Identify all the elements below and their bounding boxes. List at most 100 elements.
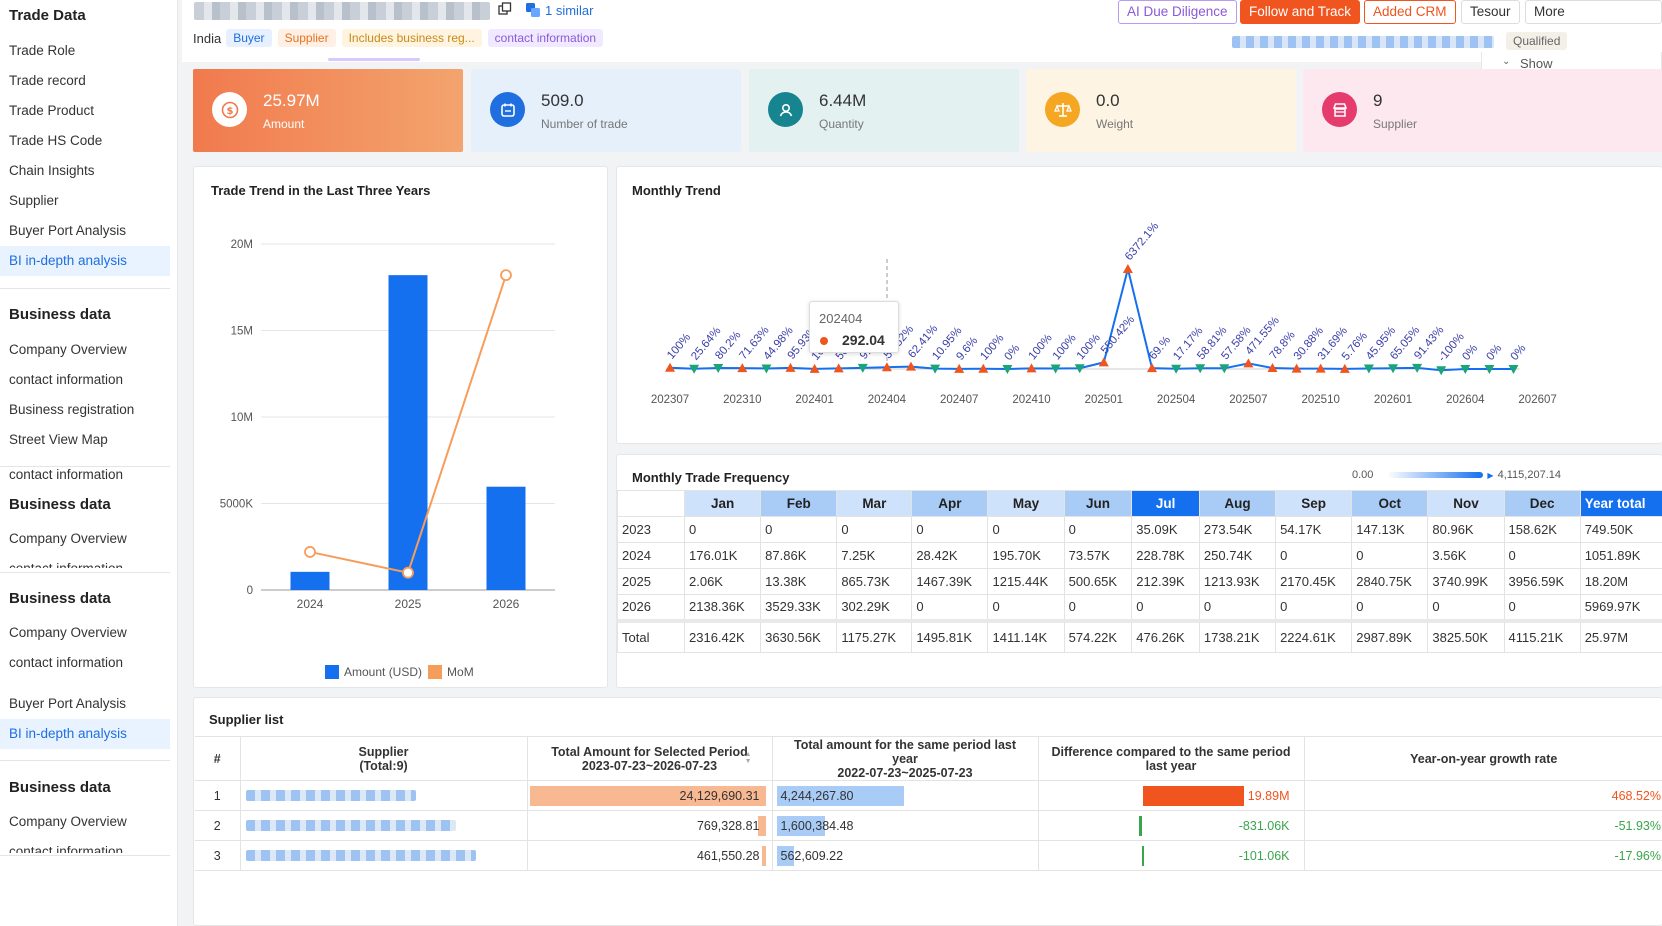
sidebar-item-trade-role[interactable]: Trade Role [9,43,76,58]
ai-due-diligence-button[interactable]: AI Due Diligence [1118,0,1237,24]
down-marker[interactable] [1436,366,1447,376]
supplier-name-blurred[interactable] [240,840,528,871]
freq-cell: 1215.44K [987,568,1065,595]
freq-cell: 0 [1198,594,1277,621]
up-marker[interactable] [978,363,989,373]
up-marker[interactable] [1267,363,1278,373]
bar-2024[interactable] [290,571,330,590]
freq-cell: 2840.75K [1351,568,1429,595]
sidebar-item-contact-extra[interactable]: contact information [9,467,124,482]
down-marker[interactable] [1460,365,1471,374]
up-marker[interactable] [737,363,748,373]
down-marker[interactable] [1508,365,1519,374]
mom-point[interactable] [402,566,414,579]
sidebar-item-trade-hs-code[interactable]: Trade HS Code [9,133,103,148]
down-marker[interactable] [1171,364,1182,374]
follow-and-track-button[interactable]: Follow and Track [1240,0,1361,24]
up-marker[interactable] [665,362,675,372]
sidebar-item-trade-product[interactable]: Trade Product [9,103,95,118]
down-marker[interactable] [1219,364,1230,374]
up-marker[interactable] [1147,363,1157,373]
sidebar-item-company-overview[interactable]: Company Overview [9,342,127,357]
down-marker[interactable] [713,364,724,374]
down-marker[interactable] [761,364,772,374]
down-marker[interactable] [857,363,868,373]
copy-icon[interactable] [498,2,512,16]
up-marker[interactable] [1122,264,1133,273]
sidebar-item-bi-analysis-2[interactable]: BI in-depth analysis [0,719,170,749]
freq-row-year: Total [617,618,685,653]
point-label: 100% [1075,332,1103,362]
supplier-amount-cell: 461,550.28 [527,840,773,871]
mom-point[interactable] [500,269,512,282]
sidebar-item-company-overview-4[interactable]: Company Overview [9,814,127,829]
supplier-row[interactable]: 3 461,550.28 562,609.22 -101.06K -17.96% [195,840,1662,871]
sidebar-item-buyer-port-2[interactable]: Buyer Port Analysis [9,696,127,711]
up-marker[interactable] [1026,363,1037,373]
supplier-diff-cell: -831.06K [1038,810,1305,841]
kpi-quantity-value: 6.44M [819,91,867,110]
up-marker[interactable] [1339,363,1350,373]
supplier-row[interactable]: 2 769,328.81 1,600,384.48 -831.06K -51.93% [195,810,1662,841]
down-marker[interactable] [930,364,941,374]
down-marker[interactable] [1074,364,1085,374]
supplier-last-bar [776,816,825,836]
up-marker[interactable] [809,363,820,373]
down-marker[interactable] [1002,365,1013,374]
more-button[interactable]: More [1525,0,1662,24]
bar-2026[interactable] [486,486,526,590]
sidebar-item-contact-information[interactable]: contact information [9,372,124,387]
down-marker[interactable] [1195,364,1206,374]
supplier-last-bar [776,786,904,806]
point-label: 100% [665,331,693,361]
freq-row-year: 2025 [617,568,685,595]
point-label: 0% [1509,342,1529,362]
sidebar-item-buyer-port-analysis[interactable]: Buyer Port Analysis [9,223,127,238]
down-marker[interactable] [1412,363,1423,373]
freq-cell: 0 [987,516,1065,543]
supplier-name-blurred[interactable] [240,810,528,841]
similar-link[interactable]: 1 similar [545,3,594,18]
up-marker[interactable] [906,361,916,371]
sidebar-item-contact-3[interactable]: contact information [9,655,124,670]
bar-2025[interactable] [388,275,428,590]
supplier-name-blurred[interactable] [240,780,528,811]
sidebar-item-company-overview-3[interactable]: Company Overview [9,625,127,640]
down-marker[interactable] [689,364,700,374]
supplier-row[interactable]: 1 24,129,690.31 4,244,267.80 19.89M 468.52% [195,780,1662,811]
chevron-down-icon: ⌄ [1502,56,1511,67]
sidebar-item-contact-4[interactable]: contact information [9,844,124,853]
down-marker[interactable] [1050,364,1061,374]
mom-point[interactable] [304,546,316,558]
added-crm-button[interactable]: Added CRM [1364,0,1456,24]
up-marker[interactable] [954,363,965,373]
down-marker[interactable] [1363,364,1374,374]
col-amount[interactable]: Total Amount for Selected Period 2023-07… [527,736,773,781]
up-marker[interactable] [1243,358,1254,368]
monthly-trend-chart: 100%25.64%80.2%71.63%44.98%95.93%10.5%50… [651,220,1557,406]
up-marker[interactable] [785,362,796,372]
tesour-button[interactable]: Tesour [1461,0,1520,24]
sidebar-item-company-overview-2[interactable]: Company Overview [9,531,127,546]
up-marker[interactable] [881,362,892,372]
up-marker[interactable] [1291,363,1302,373]
sidebar-item-supplier[interactable]: Supplier [9,193,59,208]
sidebar-item-street-view-map[interactable]: Street View Map [9,432,108,447]
down-marker[interactable] [1484,365,1495,374]
sidebar-item-contact-2[interactable]: contact information [0,554,177,568]
sidebar-item-bi-in-depth-analysis[interactable]: BI in-depth analysis [0,246,170,276]
down-marker[interactable] [1388,364,1398,374]
supplier-last-cell: 562,609.22 [772,840,1039,871]
up-marker[interactable] [833,363,844,373]
up-marker[interactable] [1315,363,1326,373]
sort-icon[interactable]: ▲ ▼ [744,751,752,765]
point-label: 100% [1027,332,1055,362]
sidebar-item-chain-insights[interactable]: Chain Insights [9,163,95,178]
point-label: 69.% [1147,334,1173,362]
sidebar-item-trade-record[interactable]: Trade record [9,73,86,88]
up-marker[interactable] [1098,357,1109,367]
col-last-year-label: Total amount for the same period last ye… [793,737,1017,766]
sidebar-business-title-3: Business data [9,590,111,607]
sidebar-item-business-registration[interactable]: Business registration [9,402,135,417]
freq-cell: 1738.21K [1198,618,1277,653]
